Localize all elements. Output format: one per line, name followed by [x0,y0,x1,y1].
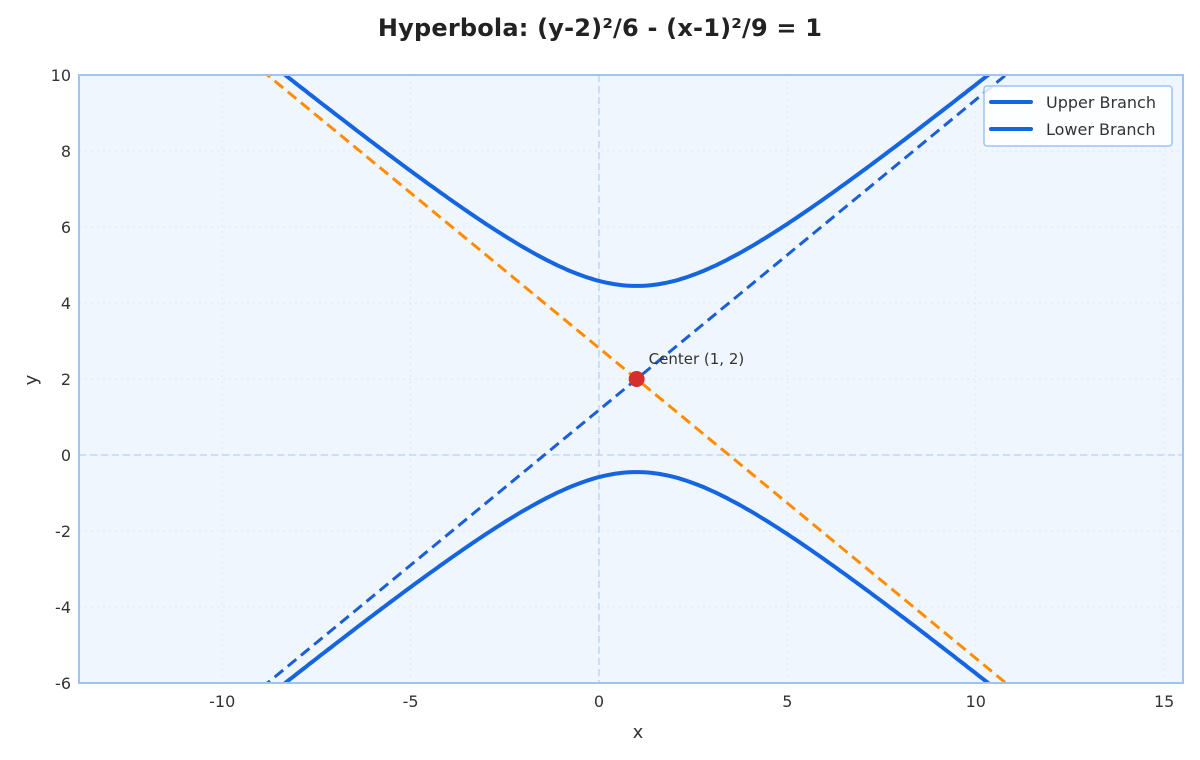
hyperbola-branches [281,75,992,683]
plot-frame [78,74,1184,684]
x-tick-label: 0 [594,692,604,711]
y-tick-label: 0 [61,446,71,465]
x-axis-ticks: -10 -5 0 5 10 15 [209,692,1174,711]
y-tick-label: 2 [61,370,71,389]
center-annotation: Center (1, 2) [649,350,745,368]
legend-label: Lower Branch [1046,120,1155,139]
y-tick-label: 6 [61,218,71,237]
y-tick-label: -2 [55,522,71,541]
x-tick-label: 15 [1154,692,1174,711]
legend: Upper Branch Lower Branch [983,85,1173,147]
x-tick-label: -10 [209,692,235,711]
y-tick-label: 10 [51,66,71,85]
upper-branch-curve [281,75,992,288]
y-tick-label: -6 [55,674,71,693]
y-tick-label: 8 [61,142,71,161]
y-axis-ticks: -6 -4 -2 0 2 4 6 8 10 [51,66,71,693]
legend-label: Upper Branch [1046,93,1156,112]
x-tick-label: 10 [966,692,986,711]
y-axis-label: y [21,374,42,385]
lower-branch-curve [281,470,992,683]
x-tick-label: -5 [403,692,419,711]
center-dot [628,371,645,387]
center-marker: Center (1, 2) [628,350,745,387]
x-tick-label: 5 [782,692,792,711]
y-tick-label: -4 [55,598,71,617]
chart-title: Hyperbola: (y-2)²/6 - (x-1)²/9 = 1 [377,14,823,42]
x-axis-label: x [633,722,644,743]
zero-axes [79,75,1183,683]
y-tick-label: 4 [61,294,71,313]
